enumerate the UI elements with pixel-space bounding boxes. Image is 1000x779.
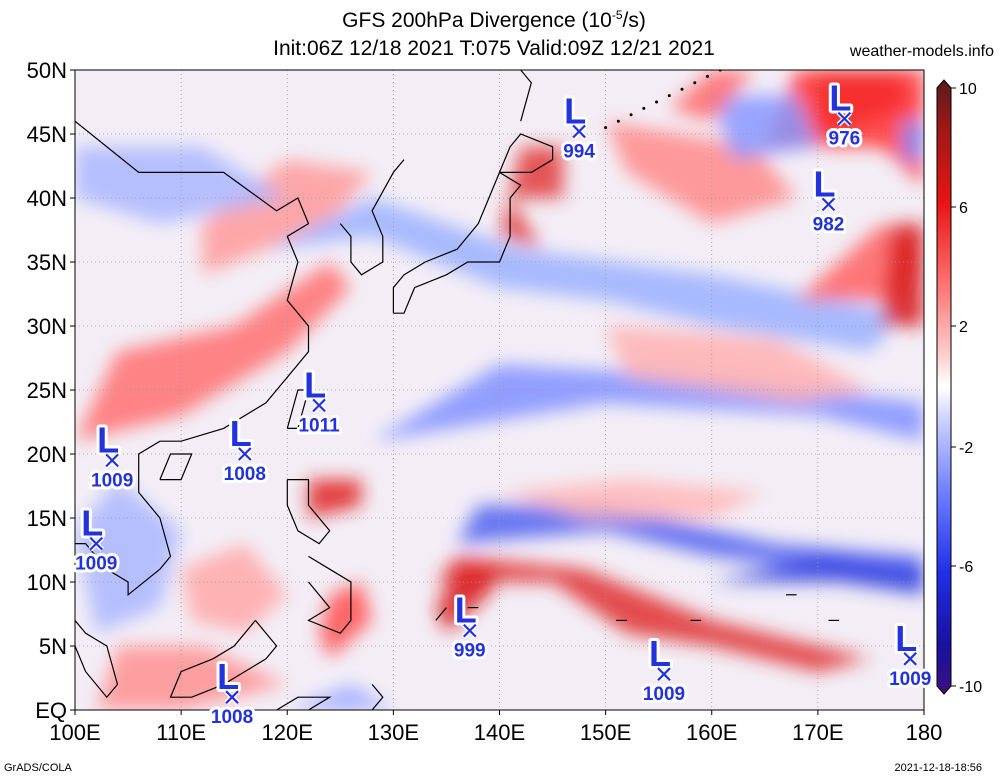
lon-tick-label: 170E [792, 720, 843, 745]
low-center-x [238, 447, 252, 461]
colorbar-label: -10 [959, 679, 982, 696]
low-pressure-value: 999 [454, 641, 486, 662]
colorbar-scale [936, 79, 952, 695]
lon-tick-label: 140E [474, 720, 525, 745]
colorbar-label: 6 [959, 200, 968, 217]
low-pressure-value: 1009 [889, 669, 931, 690]
chart-title: GFS 200hPa Divergence (10-5/s) [342, 8, 646, 32]
lat-tick-label: 25N [27, 378, 67, 403]
low-pressure-value: 976 [829, 129, 861, 150]
footer-software: GrADS/COLA [4, 762, 72, 774]
low-pressure-value: 982 [813, 214, 845, 235]
coastlines [75, 70, 840, 710]
lon-tick-label: 160E [686, 720, 737, 745]
low-center-x [572, 124, 586, 139]
colorbar-label: 10 [959, 81, 977, 98]
low-marker: L 982 [810, 160, 848, 238]
lat-tick-label: 45N [27, 122, 67, 147]
low-center-x [657, 667, 671, 681]
lat-tick-label: 15N [27, 506, 67, 531]
low-center-x [89, 536, 104, 551]
low-pressure-value: 994 [563, 141, 595, 162]
lat-tick-label: 30N [27, 314, 67, 339]
low-pressure-value: 1009 [91, 470, 133, 491]
colorbar-label: -2 [959, 440, 973, 457]
lat-tick-label: 35N [27, 250, 67, 275]
lat-tick-label: 5N [39, 634, 67, 659]
lon-tick-label: 110E [156, 720, 206, 745]
lat-tick-label: 10N [27, 570, 67, 595]
low-center-x [312, 398, 326, 413]
site-credit: weather-models.info [849, 43, 994, 60]
lon-tick-label: 150E [580, 720, 631, 745]
low-center-x [821, 197, 836, 212]
lon-tick-label: 130E [368, 720, 419, 745]
low-pressure-value: 1009 [643, 684, 685, 705]
lon-tick-label: 120E [262, 720, 313, 745]
colorbar-label: 2 [959, 319, 968, 336]
low-center-x [105, 453, 119, 468]
low-pressure-value: 1011 [298, 415, 340, 436]
colorbar: 10 6 2 -2 -6 -10 [936, 79, 982, 696]
low-center-x [225, 690, 239, 704]
low-center-x [903, 652, 917, 666]
low-pressure-value: 1008 [211, 707, 253, 728]
low-pressure-value: 1008 [224, 464, 266, 485]
lon-tick-label: 180 [906, 720, 943, 745]
lat-tick-label: 50N [27, 58, 67, 83]
colorbar-label: -6 [959, 559, 973, 576]
lat-tick-label: 40N [27, 186, 67, 211]
low-center-x [463, 623, 477, 638]
low-center-x [837, 111, 852, 126]
lat-tick-label: EQ [35, 698, 67, 723]
lon-tick-label: 100E [49, 720, 100, 745]
low-letter: L [813, 163, 835, 204]
footer-timestamp: 2021-12-18-18:56 [894, 762, 982, 774]
chart-subtitle: Init:06Z 12/18 2021 T:075 Valid:09Z 12/2… [273, 37, 715, 60]
low-pressure-value: 1009 [75, 554, 117, 575]
lat-tick-label: 20N [27, 442, 67, 467]
